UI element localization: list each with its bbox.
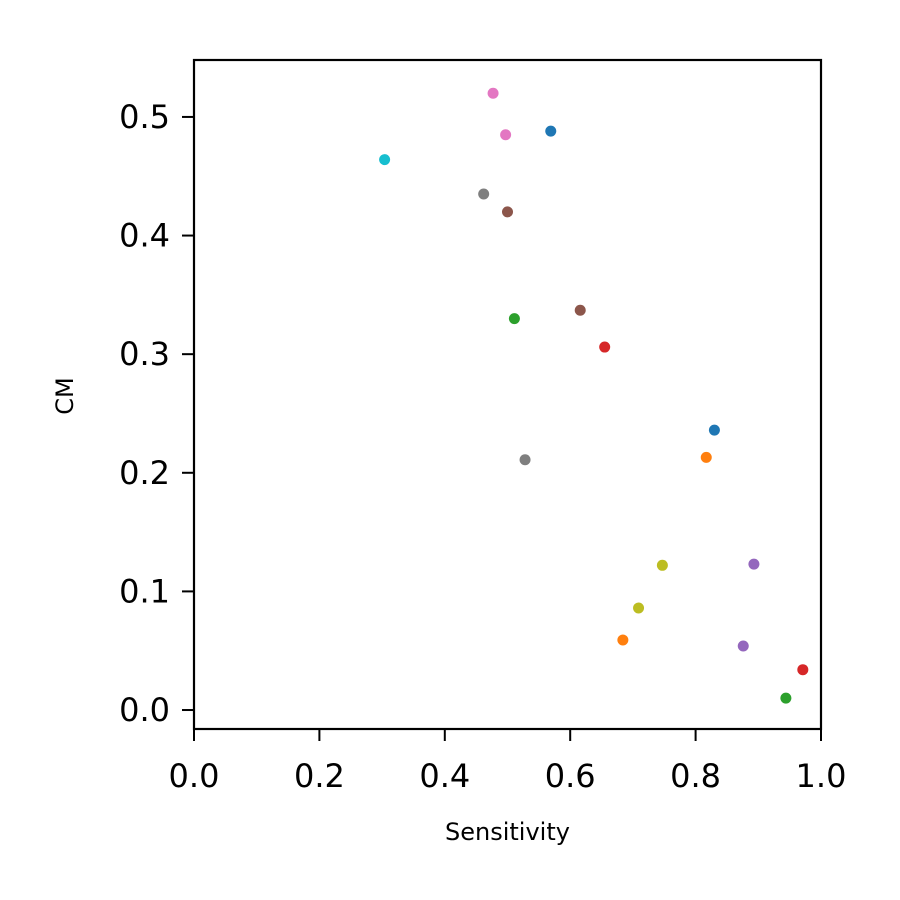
x-tick-label: 1.0 bbox=[796, 757, 847, 795]
x-tick-label: 0.2 bbox=[294, 757, 345, 795]
y-tick-label: 0.0 bbox=[119, 691, 170, 729]
y-axis-ticks: 0.0 0.1 0.2 0.3 0.4 0.5 bbox=[119, 98, 194, 729]
data-point bbox=[574, 304, 586, 316]
data-points bbox=[379, 87, 809, 704]
y-tick-label: 0.3 bbox=[119, 335, 170, 373]
y-tick-label: 0.2 bbox=[119, 454, 170, 492]
x-tick-label: 0.6 bbox=[545, 757, 596, 795]
y-tick-label: 0.4 bbox=[119, 217, 170, 255]
x-tick-label: 0.4 bbox=[419, 757, 470, 795]
y-tick-label: 0.1 bbox=[119, 572, 170, 610]
y-axis-title: CM bbox=[51, 377, 79, 414]
data-point bbox=[478, 188, 490, 200]
plot-frame bbox=[192, 58, 823, 731]
data-point bbox=[797, 664, 809, 676]
data-point bbox=[487, 87, 499, 99]
data-point bbox=[500, 129, 512, 141]
data-point bbox=[502, 206, 513, 218]
data-point bbox=[379, 154, 391, 166]
x-axis-title: Sensitivity bbox=[445, 818, 570, 846]
data-point bbox=[545, 125, 557, 137]
data-point bbox=[633, 602, 645, 614]
data-point bbox=[748, 558, 760, 570]
data-point bbox=[519, 454, 531, 466]
data-point bbox=[700, 451, 712, 463]
y-tick-label: 0.5 bbox=[119, 98, 170, 136]
data-point bbox=[656, 559, 668, 571]
x-tick-label: 0.0 bbox=[169, 757, 220, 795]
data-point bbox=[617, 634, 629, 646]
data-point bbox=[737, 640, 749, 652]
data-point bbox=[599, 341, 611, 353]
x-axis-ticks: 0.0 0.2 0.4 0.6 0.8 1.0 bbox=[169, 729, 847, 795]
data-point bbox=[780, 692, 792, 704]
data-point bbox=[508, 313, 520, 325]
x-tick-label: 0.8 bbox=[670, 757, 721, 795]
data-point bbox=[708, 424, 720, 436]
